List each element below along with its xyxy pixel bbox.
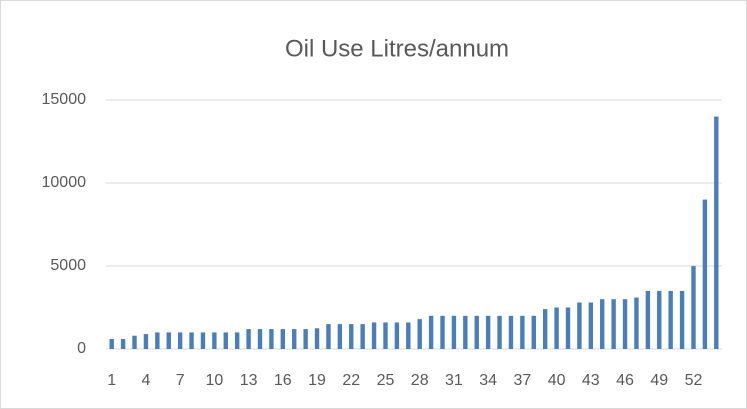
bar xyxy=(485,315,491,349)
bar xyxy=(668,290,673,349)
x-tick-label: 22 xyxy=(342,372,360,389)
bar xyxy=(292,329,297,349)
y-tick-label: 10000 xyxy=(42,174,87,191)
bar xyxy=(600,299,605,349)
bar xyxy=(497,315,502,349)
x-tick-label: 31 xyxy=(445,372,463,389)
bar xyxy=(554,307,559,349)
bar xyxy=(679,290,685,349)
bar xyxy=(337,324,343,349)
x-tick-label: 49 xyxy=(650,372,668,389)
bar xyxy=(200,332,206,349)
x-tick-label: 34 xyxy=(479,372,497,389)
bar xyxy=(303,329,308,349)
bar xyxy=(451,315,457,349)
bar xyxy=(394,322,400,349)
y-tick-label: 15000 xyxy=(42,91,87,108)
bar xyxy=(360,324,365,349)
bar xyxy=(177,332,183,349)
bar xyxy=(155,332,160,349)
x-tick-label: 37 xyxy=(513,372,531,389)
bar xyxy=(428,315,434,349)
bar xyxy=(714,116,719,349)
bar xyxy=(634,297,639,349)
bar xyxy=(257,329,263,349)
x-tick-label: 10 xyxy=(205,372,223,389)
bar xyxy=(212,332,217,349)
bar xyxy=(531,315,536,349)
bar xyxy=(657,290,662,349)
bar xyxy=(702,199,708,349)
x-tick-label: 25 xyxy=(377,372,395,389)
x-tick-label: 28 xyxy=(411,372,429,389)
x-tick-label: 13 xyxy=(240,372,258,389)
bar xyxy=(611,299,616,349)
x-tick-label: 19 xyxy=(308,372,326,389)
x-tick-label: 1 xyxy=(107,372,116,389)
bar xyxy=(246,329,251,349)
bar xyxy=(132,335,137,349)
bar xyxy=(622,299,628,349)
bar xyxy=(234,332,240,349)
bar xyxy=(691,266,696,349)
bar xyxy=(189,332,194,349)
bar xyxy=(463,315,468,349)
chart-title: Oil Use Litres/annum xyxy=(285,35,509,62)
x-tick-label: 43 xyxy=(582,372,600,389)
bar xyxy=(349,324,354,349)
bar xyxy=(588,302,594,349)
x-tick-label: 7 xyxy=(176,372,185,389)
bar xyxy=(508,315,514,349)
bar xyxy=(577,302,582,349)
bar xyxy=(417,319,422,349)
bar xyxy=(120,339,126,349)
bar xyxy=(520,315,525,349)
x-tick-label: 52 xyxy=(685,372,703,389)
x-tick-label: 46 xyxy=(616,372,634,389)
bar xyxy=(280,329,286,349)
y-tick-label: 0 xyxy=(77,340,86,357)
bar xyxy=(314,328,320,349)
bar xyxy=(406,322,411,349)
bar xyxy=(440,315,445,349)
bar xyxy=(371,322,377,349)
bar xyxy=(269,329,274,349)
x-tick-label: 16 xyxy=(274,372,292,389)
y-tick-label: 5000 xyxy=(50,257,86,274)
bar xyxy=(166,332,171,349)
bar xyxy=(109,339,114,349)
bar xyxy=(326,324,331,349)
bar xyxy=(143,334,149,349)
x-tick-label: 40 xyxy=(548,372,566,389)
bar xyxy=(542,309,548,349)
x-tick-label: 4 xyxy=(141,372,150,389)
bar xyxy=(383,322,388,349)
bar xyxy=(645,290,651,349)
bar xyxy=(223,332,228,349)
bar xyxy=(565,307,571,349)
bar xyxy=(474,315,479,349)
